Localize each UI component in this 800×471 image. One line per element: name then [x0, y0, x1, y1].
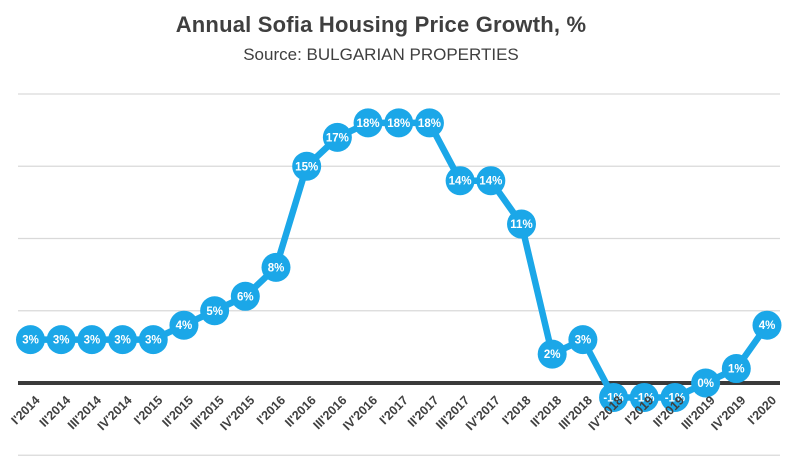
data-point-label: 5%: [206, 306, 223, 318]
data-point-marker: [537, 339, 567, 369]
data-point-marker: [629, 382, 659, 412]
data-point-label: 3%: [53, 335, 70, 347]
data-point-marker: [261, 252, 291, 282]
data-point-marker: [322, 122, 352, 152]
data-point-marker: [138, 325, 168, 355]
data-point-label: 4%: [759, 320, 776, 332]
data-point-marker: [77, 325, 107, 355]
data-point-label: -1%: [634, 392, 654, 404]
data-point-label: 0%: [697, 378, 714, 390]
data-point-marker: [476, 166, 506, 196]
data-point-label: 18%: [357, 118, 380, 130]
chart-title: Annual Sofia Housing Price Growth, %: [175, 12, 587, 37]
data-point-label: 14%: [479, 176, 502, 188]
data-point-label: 3%: [114, 335, 131, 347]
data-point-marker: [353, 108, 383, 138]
data-point-label: 8%: [268, 262, 285, 274]
data-point-marker: [507, 209, 536, 239]
data-point-marker: [292, 151, 322, 181]
data-line: [27, 119, 771, 401]
data-point-label: 15%: [295, 161, 318, 173]
x-axis-label: IV'2019: [708, 393, 748, 433]
data-point-marker: [16, 325, 45, 355]
data-point-label: 17%: [326, 132, 349, 144]
data-point-label: 6%: [237, 291, 254, 303]
data-point-marker: [200, 296, 230, 326]
data-point-marker: [568, 325, 598, 355]
data-point-label: 1%: [728, 364, 745, 376]
x-axis-label: IV'2016: [340, 393, 380, 433]
data-point-label: 3%: [84, 335, 101, 347]
x-axis-label: I'2015: [131, 393, 165, 427]
data-point-marker: [384, 108, 414, 138]
data-point-label: -1%: [665, 392, 685, 404]
data-point-marker: [721, 354, 751, 384]
x-axis-label: I'2018: [499, 393, 533, 427]
data-point-label: 2%: [544, 349, 561, 361]
data-point-marker: [752, 310, 782, 340]
chart-subtitle: Source: BULGARIAN PROPERTIES: [243, 45, 519, 64]
x-axis-label: IV'2014: [95, 393, 135, 433]
data-point-label: 11%: [510, 219, 532, 231]
x-axis-label: IV'2015: [217, 393, 257, 433]
data-point-marker: [445, 166, 475, 196]
data-point-label: 3%: [22, 335, 39, 347]
data-point-label: 3%: [145, 335, 162, 347]
data-point-label: 3%: [575, 335, 592, 347]
data-point-label: -1%: [603, 392, 623, 404]
data-point-marker: [108, 325, 138, 355]
x-axis-label: I'2016: [254, 393, 288, 427]
data-point-marker: [660, 382, 690, 412]
data-point-marker: [414, 108, 444, 138]
x-axis-label: I'2020: [745, 393, 779, 427]
data-point-marker: [599, 382, 629, 412]
data-point-marker: [230, 281, 260, 311]
data-point-label: 14%: [449, 176, 472, 188]
data-point-label: 18%: [387, 118, 410, 130]
data-point-marker: [691, 368, 721, 398]
x-axis-label: I'2017: [377, 393, 411, 427]
x-axis-label: IV'2017: [463, 393, 503, 433]
data-point-marker: [46, 325, 76, 355]
data-point-label: 4%: [176, 320, 193, 332]
x-axis-label: I'2014: [8, 393, 42, 427]
data-point-label: 18%: [418, 118, 441, 130]
data-point-marker: [169, 310, 199, 340]
chart-header: Annual Sofia Housing Price Growth, % Sou…: [0, 12, 762, 65]
